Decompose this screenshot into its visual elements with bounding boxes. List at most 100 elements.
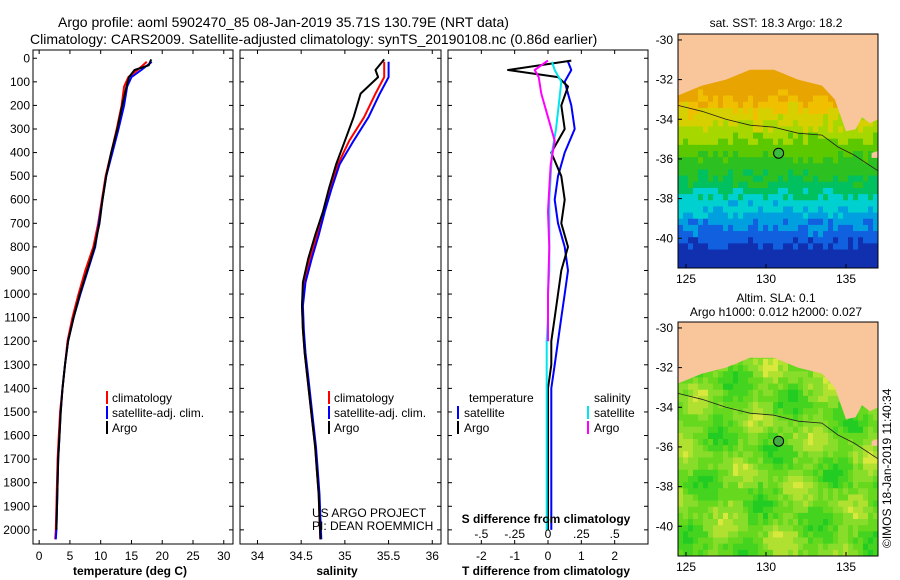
map-cell: [708, 114, 714, 121]
map-cell: [723, 414, 729, 421]
map-cell: [828, 255, 834, 263]
map-cell: [793, 144, 799, 152]
map-cell: [723, 144, 729, 152]
map-cell: [778, 451, 784, 458]
map-cell: [693, 206, 699, 213]
map-cell: [733, 151, 739, 158]
map-cell: [723, 500, 729, 508]
map-cell: [718, 488, 724, 495]
map-cell: [723, 107, 729, 115]
map-cell: [763, 531, 769, 538]
map-cell: [858, 243, 864, 250]
map-cell: [748, 469, 754, 477]
map-cell: [823, 500, 829, 508]
map-cell: [783, 531, 789, 538]
map-cell: [828, 420, 834, 428]
map-cell: [778, 83, 784, 90]
map-cell: [778, 420, 784, 428]
map-cell: [738, 463, 744, 471]
map-cell: [778, 114, 784, 121]
map-cell: [793, 107, 799, 115]
map-cell: [828, 537, 834, 545]
map-cell: [868, 531, 874, 538]
map-cell: [773, 212, 779, 220]
map-cell: [798, 408, 804, 415]
map-cell: [748, 457, 754, 465]
map-cell: [708, 389, 714, 397]
map-cell: [748, 200, 754, 207]
map-cell: [748, 365, 754, 372]
map-cell: [848, 420, 854, 428]
map-x-tick-label: 125: [676, 272, 696, 286]
map-cell: [678, 439, 684, 446]
map-cell: [723, 206, 729, 213]
map-cell: [843, 531, 849, 538]
map-cell: [748, 89, 754, 96]
map-cell: [718, 451, 724, 458]
map-cell: [738, 138, 744, 146]
map-cell: [683, 519, 689, 526]
map-cell: [818, 157, 824, 164]
map-cell: [823, 537, 829, 545]
map-cell: [853, 218, 859, 226]
map-cell: [718, 187, 724, 195]
map-cell: [708, 408, 714, 415]
map-cell: [718, 120, 724, 127]
map-cell: [833, 402, 839, 409]
map-cell: [833, 231, 839, 238]
map-cell: [788, 83, 794, 90]
map-cell: [803, 402, 809, 409]
map-cell: [788, 194, 794, 201]
map-cell: [743, 120, 749, 127]
map-cell: [753, 249, 759, 257]
map-cell: [708, 237, 714, 244]
map-cell: [783, 151, 789, 158]
map-cell: [853, 212, 859, 220]
map-cell: [783, 175, 789, 183]
map-cell: [758, 531, 764, 538]
map-cell: [793, 249, 799, 257]
map-y-tick-label: -36: [656, 440, 674, 454]
map-cell: [873, 494, 879, 501]
map-cell: [813, 463, 819, 471]
map-cell: [853, 451, 859, 458]
map-cell: [748, 519, 754, 526]
x2-tick-label: .5: [610, 527, 620, 541]
map-cell: [718, 519, 724, 526]
map-cell: [723, 463, 729, 471]
map-cell: [698, 212, 704, 220]
map-cell: [688, 107, 694, 115]
map-cell: [843, 169, 849, 177]
map-cell: [823, 402, 829, 409]
map-cell: [843, 200, 849, 207]
map-cell: [818, 107, 824, 115]
map-cell: [768, 531, 774, 538]
map-cell: [858, 237, 864, 244]
map-cell: [708, 432, 714, 440]
map-cell: [818, 212, 824, 220]
map-cell: [718, 101, 724, 109]
map-cell: [808, 231, 814, 238]
map-cell: [763, 218, 769, 226]
map-cell: [813, 181, 819, 189]
map-cell: [843, 439, 849, 446]
map-cell: [753, 451, 759, 458]
map-cell: [728, 549, 734, 557]
map-cell: [693, 475, 699, 483]
map-cell: [868, 414, 874, 421]
map-cell: [758, 107, 764, 115]
map-cell: [773, 512, 779, 520]
map-cell: [758, 457, 764, 465]
map-cell: [748, 371, 754, 378]
map-cell: [848, 475, 854, 483]
map-cell: [838, 132, 844, 140]
map-cell: [688, 377, 694, 384]
map-cell: [728, 445, 734, 452]
map-cell: [693, 237, 699, 244]
map-cell: [783, 231, 789, 238]
map-cell: [678, 482, 684, 489]
map-cell: [793, 89, 799, 96]
map-cell: [728, 237, 734, 244]
map-cell: [783, 249, 789, 257]
map-cell: [818, 432, 824, 440]
